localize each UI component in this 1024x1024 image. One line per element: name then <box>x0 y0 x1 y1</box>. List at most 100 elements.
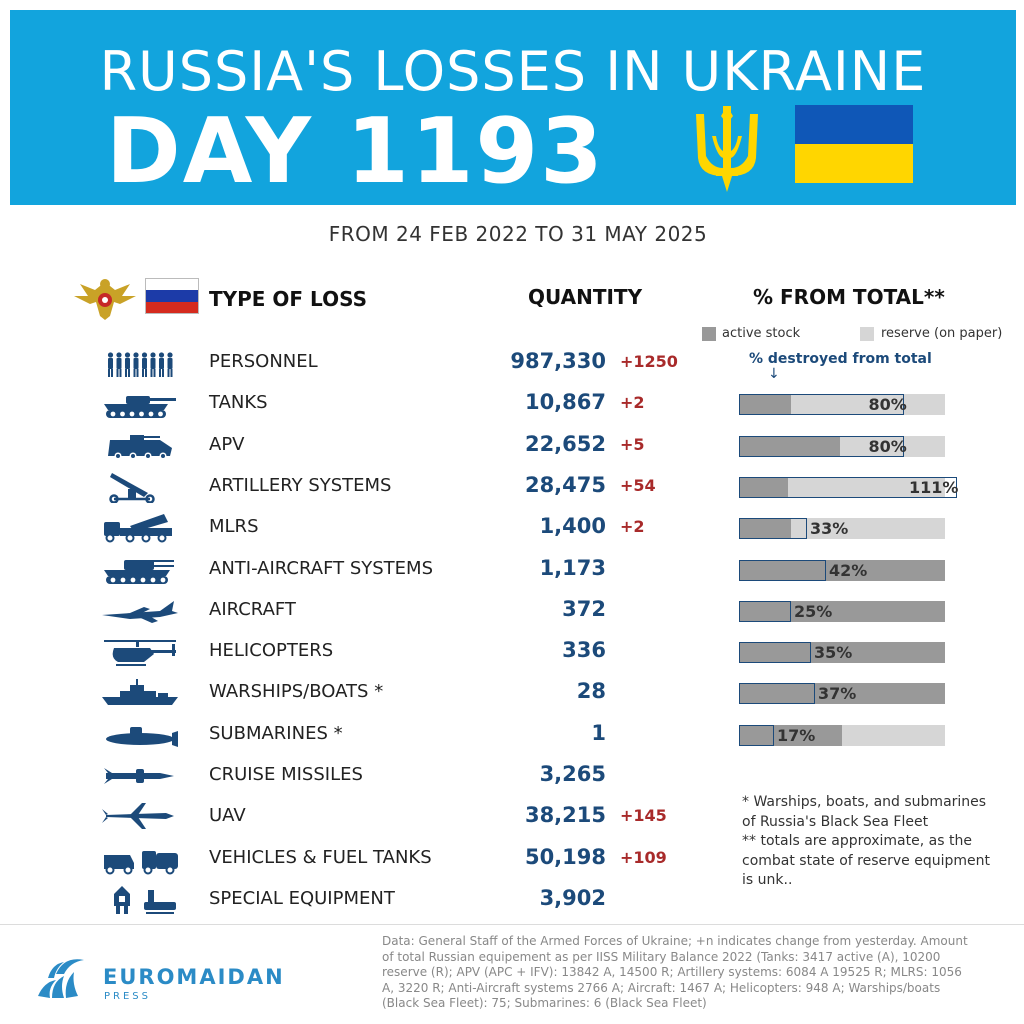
bar-destroyed-share <box>739 518 807 539</box>
row-label: WARSHIPS/BOATS * <box>209 681 384 702</box>
row-quantity: 22,652 <box>524 432 606 456</box>
row-quantity: 987,330 <box>510 349 606 373</box>
row-label: UAV <box>209 805 246 826</box>
russia-flag-icon <box>145 278 199 314</box>
bar-destroyed-share <box>739 477 957 498</box>
row-label: AIRCRAFT <box>209 599 296 620</box>
percent-bar: 25% <box>739 601 945 622</box>
row-change: +109 <box>620 848 667 867</box>
row-label: SPECIAL EQUIPMENT <box>209 888 395 909</box>
brand-name: EUROMAIDAN <box>103 965 285 989</box>
row-quantity: 10,867 <box>524 390 606 414</box>
destroyed-note: % destroyed from total <box>749 351 932 367</box>
brand-subtitle: PRESS <box>104 991 151 1002</box>
percent-bar: 35% <box>739 642 945 663</box>
bar-destroyed-share <box>739 560 826 581</box>
row-change: +54 <box>620 476 656 495</box>
legend-active-swatch <box>702 327 716 341</box>
bar-active-stock <box>739 560 945 581</box>
mlrs-icon <box>104 514 172 543</box>
bar-percent-label: 17% <box>777 726 816 745</box>
day-counter: DAY 1193 <box>106 99 605 204</box>
row-label: PERSONNEL <box>209 351 318 372</box>
column-header-percent: % FROM TOTAL** <box>753 285 945 309</box>
euromaidan-logo-icon <box>38 959 84 998</box>
source-note: Data: General Staff of the Armed Forces … <box>382 934 968 1010</box>
row-label: ARTILLERY SYSTEMS <box>209 475 392 496</box>
footnote-totals: ** totals are approximate, as the combat… <box>742 833 991 888</box>
footnote-warships: * Warships, boats, and submarines of Rus… <box>742 794 987 830</box>
bar-active-stock <box>739 642 945 663</box>
row-label: APV <box>209 434 245 455</box>
bar-percent-label: 80% <box>868 395 907 414</box>
bar-active-stock <box>739 683 945 704</box>
row-quantity: 38,215 <box>524 803 606 827</box>
column-header-type: TYPE OF LOSS <box>209 287 367 311</box>
trident-icon <box>696 106 758 192</box>
row-change: +2 <box>620 517 645 536</box>
bar-percent-label: 35% <box>814 643 853 662</box>
warship-icon <box>102 679 178 705</box>
bar-active-stock <box>739 436 840 457</box>
percent-bar: 80% <box>739 394 945 415</box>
bar-percent-label: 80% <box>868 437 907 456</box>
bar-destroyed-share <box>739 394 904 415</box>
bar-destroyed-share <box>739 601 791 622</box>
anti-aircraft-icon <box>104 560 174 584</box>
submarine-icon <box>106 727 178 747</box>
apv-icon <box>108 435 172 460</box>
row-change: +5 <box>620 435 645 454</box>
missile-icon <box>104 768 174 784</box>
helicopter-icon <box>104 640 176 666</box>
bar-active-stock <box>739 518 791 539</box>
percent-bar: 42% <box>739 560 945 581</box>
bar-percent-label: 33% <box>810 519 849 538</box>
row-quantity: 50,198 <box>524 845 606 869</box>
bar-active-stock <box>739 477 788 498</box>
bar-active-stock <box>739 394 791 415</box>
date-range: FROM 24 FEB 2022 TO 31 MAY 2025 <box>328 222 708 246</box>
row-quantity: 372 <box>562 597 606 621</box>
row-change: +1250 <box>620 352 678 371</box>
artillery-icon <box>109 473 155 503</box>
row-label: CRUISE MISSILES <box>209 764 363 785</box>
bar-reserve-stock <box>791 518 945 539</box>
ukraine-flag-icon <box>795 105 913 183</box>
percent-bar: 80% <box>739 436 945 457</box>
bar-percent-label: 42% <box>829 561 868 580</box>
percent-bar: 17% <box>739 725 945 746</box>
aircraft-icon <box>102 601 178 623</box>
uav-icon <box>102 803 174 829</box>
special-equipment-icon <box>114 886 176 914</box>
row-label: ANTI-AIRCRAFT SYSTEMS <box>209 558 433 579</box>
row-label: HELICOPTERS <box>209 640 334 661</box>
bar-reserve-stock <box>788 477 945 498</box>
legend-reserve-swatch <box>860 327 874 341</box>
down-arrow-icon: ↓ <box>768 366 780 382</box>
bar-destroyed-share <box>739 436 904 457</box>
bar-reserve-stock <box>842 725 945 746</box>
row-quantity: 28,475 <box>524 473 606 497</box>
row-quantity: 3,265 <box>539 762 606 786</box>
vehicles-icon <box>104 851 178 875</box>
russian-army-emblem-icon <box>74 279 136 320</box>
percent-bar: 111% <box>739 477 958 498</box>
row-quantity: 1,400 <box>539 514 606 538</box>
row-label: VEHICLES & FUEL TANKS <box>209 847 432 868</box>
bar-percent-label: 25% <box>794 602 833 621</box>
legend-reserve-label: reserve (on paper) <box>881 326 1003 341</box>
bar-destroyed-share <box>739 683 815 704</box>
bar-percent-label: 111% <box>909 478 959 497</box>
bar-reserve-stock <box>791 394 945 415</box>
row-quantity: 1 <box>591 721 606 745</box>
row-label: SUBMARINES * <box>209 723 343 744</box>
row-quantity: 28 <box>576 679 606 703</box>
row-quantity: 1,173 <box>539 556 606 580</box>
soldiers-icon <box>107 352 173 377</box>
footer-divider <box>0 924 1024 925</box>
page-title: RUSSIA'S LOSSES IN UKRAINE <box>99 40 927 103</box>
bar-percent-label: 37% <box>818 684 857 703</box>
percent-bar: 37% <box>739 683 945 704</box>
footnotes: * Warships, boats, and submarines of Rus… <box>742 793 992 891</box>
row-quantity: 336 <box>562 638 606 662</box>
